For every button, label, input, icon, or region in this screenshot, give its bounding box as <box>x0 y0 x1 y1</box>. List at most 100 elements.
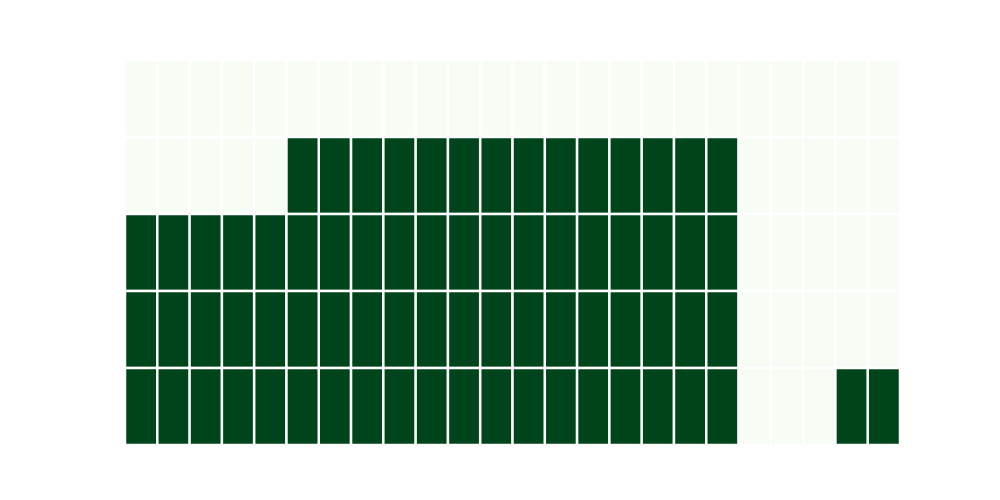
heatmap-cell <box>866 366 902 447</box>
heatmap-cell <box>672 212 708 293</box>
heatmap-cell <box>382 135 417 216</box>
heatmap-cell <box>414 58 450 139</box>
heatmap-cell <box>382 289 417 370</box>
heatmap-cell <box>156 58 191 139</box>
heatmap-cell <box>220 289 256 370</box>
heatmap-cell <box>672 135 708 216</box>
heatmap-cell <box>737 58 773 139</box>
heatmap-cell <box>252 366 288 447</box>
heatmap-cell <box>608 58 643 139</box>
heatmap-cell <box>478 135 514 216</box>
heatmap-cell <box>188 212 224 293</box>
heatmap-cell <box>640 212 676 293</box>
heatmap-cell <box>640 58 676 139</box>
heatmap-cell <box>575 212 611 293</box>
heatmap-cell <box>349 366 385 447</box>
heatmap-cell <box>156 289 191 370</box>
heatmap-cell <box>285 366 320 447</box>
heatmap-cell <box>705 366 740 447</box>
heatmap-cell <box>705 135 740 216</box>
heatmap-cell <box>317 58 353 139</box>
heatmap-cell <box>543 366 579 447</box>
heatmap-cell <box>446 366 482 447</box>
heatmap-cell <box>737 366 773 447</box>
heatmap-cell <box>188 135 224 216</box>
heatmap-cell <box>156 366 191 447</box>
heatmap-cell <box>285 212 320 293</box>
heatmap-cell <box>285 58 320 139</box>
heatmap-cell <box>769 289 805 370</box>
heatmap-cell <box>317 289 353 370</box>
heatmap-cell <box>640 135 676 216</box>
heatmap-cell <box>608 212 643 293</box>
heatmap-cell <box>737 135 773 216</box>
heatmap-cell <box>575 289 611 370</box>
heatmap-cell <box>156 135 191 216</box>
heatmap-cell <box>543 212 579 293</box>
heatmap-cell <box>317 212 353 293</box>
heatmap-cell <box>382 58 417 139</box>
heatmap-cell <box>769 58 805 139</box>
heatmap-cell <box>801 366 837 447</box>
heatmap-cell <box>705 58 740 139</box>
heatmap-cell <box>769 212 805 293</box>
heatmap-cell <box>575 366 611 447</box>
heatmap-cell <box>446 212 482 293</box>
heatmap-cell <box>188 366 224 447</box>
heatmap-cell <box>672 289 708 370</box>
heatmap-cell <box>769 135 805 216</box>
heatmap-cell <box>382 212 417 293</box>
heatmap-cell <box>769 366 805 447</box>
heatmap-cell <box>543 289 579 370</box>
heatmap-cell <box>123 366 159 447</box>
heatmap-cell <box>672 366 708 447</box>
heatmap-cell <box>543 135 579 216</box>
heatmap-cell <box>834 289 869 370</box>
heatmap-cell <box>285 289 320 370</box>
heatmap-cell <box>866 58 902 139</box>
heatmap-cell <box>575 135 611 216</box>
heatmap-cell <box>317 366 353 447</box>
heatmap-cell <box>705 212 740 293</box>
heatmap-cell <box>349 212 385 293</box>
heatmap-cell <box>608 366 643 447</box>
heatmap-cell <box>801 58 837 139</box>
heatmap-cell <box>349 135 385 216</box>
heatmap-cell <box>349 58 385 139</box>
heatmap-cell <box>123 212 159 293</box>
heatmap-cell <box>511 212 547 293</box>
heatmap-cell <box>414 212 450 293</box>
heatmap-cell <box>801 135 837 216</box>
heatmap-cell <box>672 58 708 139</box>
heatmap-cell <box>220 58 256 139</box>
heatmap-cell <box>511 135 547 216</box>
heatmap-cell <box>252 212 288 293</box>
heatmap-cell <box>252 135 288 216</box>
heatmap-cells <box>123 58 902 447</box>
heatmap-cell <box>543 58 579 139</box>
heatmap-cell <box>737 212 773 293</box>
heatmap-cell <box>478 58 514 139</box>
heatmap-cell <box>220 366 256 447</box>
heatmap-cell <box>446 135 482 216</box>
heatmap-cell <box>446 289 482 370</box>
heatmap-cell <box>511 366 547 447</box>
heatmap-cell <box>478 289 514 370</box>
heatmap-cell <box>285 135 320 216</box>
heatmap-cell <box>156 212 191 293</box>
heatmap-cell <box>349 289 385 370</box>
heatmap-cell <box>575 58 611 139</box>
heatmap-cell <box>866 212 902 293</box>
heatmap-cell <box>414 366 450 447</box>
heatmap-cell <box>834 212 869 293</box>
heatmap-cell <box>834 366 869 447</box>
heatmap-cell <box>220 212 256 293</box>
heatmap-cell <box>382 366 417 447</box>
heatmap-cell <box>414 135 450 216</box>
heatmap-cell <box>511 58 547 139</box>
heatmap-cell <box>188 58 224 139</box>
heatmap-cell <box>608 135 643 216</box>
heatmap-cell <box>866 289 902 370</box>
heatmap-cell <box>511 289 547 370</box>
